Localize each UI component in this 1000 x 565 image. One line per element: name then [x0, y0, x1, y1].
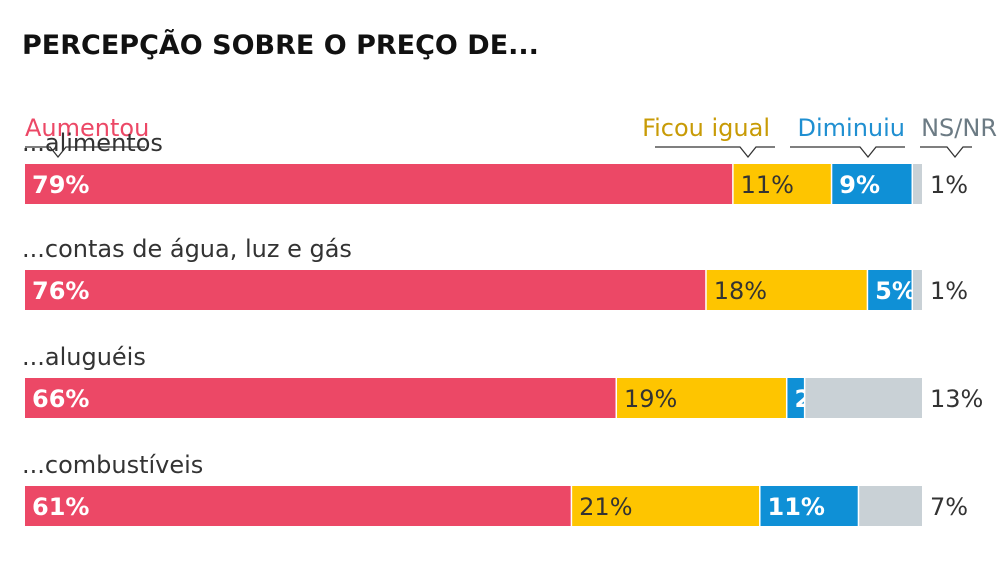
bar-segment-diminuiu [868, 270, 912, 310]
chart-title: PERCEPÇÃO SOBRE O PREÇO DE... [22, 29, 539, 61]
value-label-diminuiu: 9% [839, 171, 880, 199]
value-label-aumentou: 61% [32, 493, 89, 521]
bar-segment-ns-nr [859, 486, 922, 526]
bar-segment-ficou-igual [617, 378, 786, 418]
value-label-ns-nr: 1% [930, 171, 968, 199]
bar-segment-ficou-igual [572, 486, 760, 526]
legend-item-ns-nr: NS/NR [920, 114, 997, 159]
category-row-combustiveis: ...combustíveis 61% 21% 11% 7% [22, 451, 968, 526]
bar-segment-aumentou [25, 164, 733, 204]
value-label-diminuiu: 5% [875, 277, 916, 305]
legend-label: Ficou igual [642, 114, 770, 142]
bar-segment-ns-nr [913, 270, 922, 310]
category-row-contas-de-agua-luz-e-gas: ...contas de água, luz e gás 76% 18% 5% 1% [22, 235, 968, 310]
category-label: ...contas de água, luz e gás [22, 235, 352, 263]
bar-segment-ficou-igual [733, 164, 831, 204]
legend-label: NS/NR [921, 114, 997, 142]
bar-segment-aumentou [25, 486, 571, 526]
value-label-ns-nr: 1% [930, 277, 968, 305]
value-label-ficou-igual: 21% [579, 493, 632, 521]
value-label-ns-nr: 7% [930, 493, 968, 521]
legend-label: Aumentou [25, 114, 149, 142]
bar-segment-ns-nr [805, 378, 922, 418]
value-label-diminuiu: 11% [768, 493, 825, 521]
bar-segment-ficou-igual [706, 270, 867, 310]
legend: Aumentou Ficou igual Diminuiu NS/NR [25, 114, 997, 159]
legend-pointer [655, 146, 775, 159]
legend-item-aumentou: Aumentou [25, 114, 149, 159]
value-label-ficou-igual: 18% [714, 277, 767, 305]
legend-item-ficou-igual: Ficou igual [642, 114, 775, 159]
legend-item-diminuiu: Diminuiu [790, 114, 906, 159]
bar-segment-diminuiu [832, 164, 912, 204]
value-label-ficou-igual: 19% [624, 385, 677, 413]
value-label-aumentou: 76% [32, 277, 89, 305]
category-label: ...alimentos [22, 129, 163, 157]
value-label-ns-nr: 13% [930, 385, 983, 413]
category-label: ...aluguéis [22, 343, 146, 371]
legend-pointer [920, 146, 972, 159]
value-label-aumentou: 79% [32, 171, 89, 199]
category-label: ...combustíveis [22, 451, 203, 479]
bar-segment-ns-nr [913, 164, 922, 204]
category-row-alimentos: ...alimentos 79% 11% 9% 1% [22, 129, 968, 204]
legend-pointer [25, 146, 145, 159]
legend-pointer [790, 146, 905, 159]
bar-segment-diminuiu [760, 486, 858, 526]
legend-label: Diminuiu [798, 114, 906, 142]
value-label-aumentou: 66% [32, 385, 89, 413]
bar-segment-aumentou [25, 270, 706, 310]
bar-segment-diminuiu [787, 378, 804, 418]
value-label-ficou-igual: 11% [741, 171, 794, 199]
bar-segment-aumentou [25, 378, 616, 418]
